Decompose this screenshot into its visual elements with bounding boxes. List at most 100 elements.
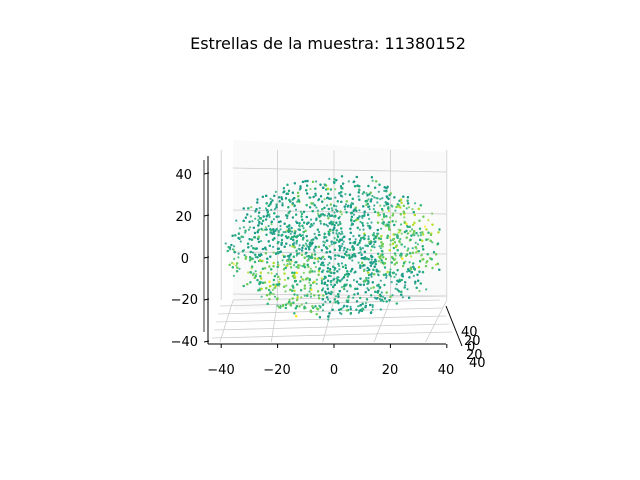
- data-point: [340, 245, 343, 248]
- data-point: [399, 223, 403, 226]
- data-point: [247, 228, 250, 231]
- data-point: [330, 283, 333, 286]
- data-point: [273, 232, 276, 235]
- data-point: [331, 291, 334, 294]
- data-point: [376, 273, 380, 276]
- data-point: [314, 265, 317, 269]
- data-point: [379, 308, 382, 311]
- data-point: [364, 244, 367, 247]
- z-axis-tick: [203, 340, 210, 343]
- data-point: [394, 287, 397, 290]
- data-point: [232, 245, 236, 248]
- data-point: [302, 244, 305, 247]
- data-point: [379, 204, 382, 207]
- data-point: [377, 190, 380, 193]
- data-point: [358, 209, 361, 212]
- data-point: [336, 233, 339, 237]
- data-point: [349, 305, 352, 308]
- data-point: [411, 208, 414, 211]
- data-point: [340, 285, 343, 289]
- data-point: [406, 270, 409, 273]
- grid-line-floor: [373, 299, 391, 343]
- data-point: [333, 211, 336, 214]
- data-point: [326, 225, 329, 228]
- data-point: [279, 228, 282, 231]
- data-point: [397, 228, 400, 231]
- data-point: [411, 228, 414, 231]
- data-point: [340, 213, 343, 216]
- data-point: [334, 196, 337, 199]
- data-point: [235, 264, 238, 267]
- grid-line-floor: [425, 299, 448, 343]
- data-point: [365, 192, 368, 195]
- data-point: [373, 196, 376, 199]
- data-point: [414, 202, 417, 205]
- z-axis-tick: [203, 298, 210, 301]
- data-point: [378, 245, 381, 248]
- data-point: [303, 294, 306, 297]
- data-point: [277, 280, 281, 283]
- data-point: [405, 207, 408, 210]
- data-point: [346, 279, 349, 282]
- data-point: [327, 298, 330, 301]
- data-point: [349, 248, 352, 251]
- data-point: [312, 248, 316, 251]
- data-point: [361, 216, 364, 219]
- data-point: [431, 241, 434, 244]
- data-point: [352, 235, 355, 238]
- data-point: [372, 232, 375, 235]
- data-point: [342, 240, 345, 243]
- data-point: [381, 295, 385, 298]
- data-point: [392, 212, 395, 215]
- data-point: [335, 232, 338, 235]
- data-point: [411, 247, 414, 250]
- data-point: [341, 242, 344, 246]
- data-point: [254, 256, 257, 259]
- data-point: [335, 205, 338, 208]
- data-point: [338, 268, 341, 271]
- data-point: [334, 208, 338, 211]
- data-point: [232, 274, 235, 277]
- data-point: [272, 218, 275, 221]
- data-point: [301, 264, 304, 268]
- data-point: [385, 276, 388, 279]
- data-point: [272, 251, 275, 254]
- data-point: [228, 248, 232, 251]
- data-point: [382, 223, 385, 226]
- data-point: [396, 288, 399, 291]
- data-point: [408, 261, 411, 264]
- data-point: [352, 213, 356, 216]
- data-point: [250, 206, 253, 209]
- data-point: [394, 273, 398, 276]
- data-point: [302, 271, 305, 274]
- data-point: [393, 275, 396, 279]
- data-point: [273, 208, 277, 211]
- data-point: [288, 260, 291, 263]
- data-point: [272, 245, 275, 248]
- data-point: [279, 224, 282, 228]
- data-point: [407, 206, 411, 209]
- data-point: [370, 287, 373, 290]
- data-point: [333, 268, 336, 272]
- chart-title: Estrellas de la muestra: 11380152: [190, 34, 466, 53]
- data-point: [328, 245, 331, 248]
- data-point: [350, 202, 353, 205]
- data-point: [324, 300, 327, 303]
- data-point: [309, 218, 313, 221]
- data-point: [309, 267, 312, 270]
- axis-lines: [203, 156, 463, 348]
- data-point: [414, 241, 417, 244]
- data-point: [331, 209, 334, 212]
- data-point: [260, 240, 263, 243]
- grid-line-horizontal: [232, 293, 447, 297]
- data-point: [255, 273, 258, 276]
- data-point: [357, 195, 360, 198]
- data-point: [329, 275, 332, 278]
- data-point: [380, 227, 383, 230]
- data-point: [395, 283, 398, 286]
- data-point: [285, 284, 288, 287]
- data-point: [341, 232, 344, 235]
- data-point: [277, 284, 281, 287]
- data-point: [301, 233, 304, 237]
- data-point: [389, 216, 392, 219]
